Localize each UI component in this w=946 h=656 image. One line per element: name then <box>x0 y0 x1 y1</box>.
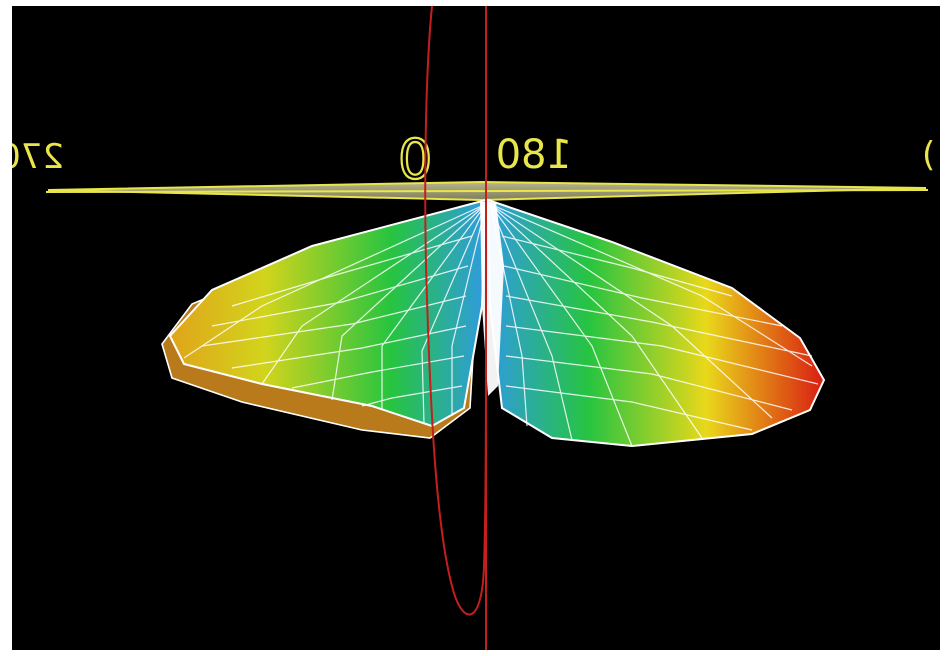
mesh-grid-right <box>489 203 819 447</box>
radiation-pattern-viewport[interactable]: 270 0 180 ( <box>12 6 940 650</box>
azimuth-label-far-right: ( <box>922 135 935 175</box>
radiation-pattern-3d-view: 270 0 180 ( <box>12 6 935 650</box>
polar-trace-curve <box>424 6 487 616</box>
azimuth-label-center: 0 <box>398 128 432 191</box>
azimuth-label-left: 270 <box>12 137 64 177</box>
azimuth-label-right: 180 <box>496 132 572 178</box>
